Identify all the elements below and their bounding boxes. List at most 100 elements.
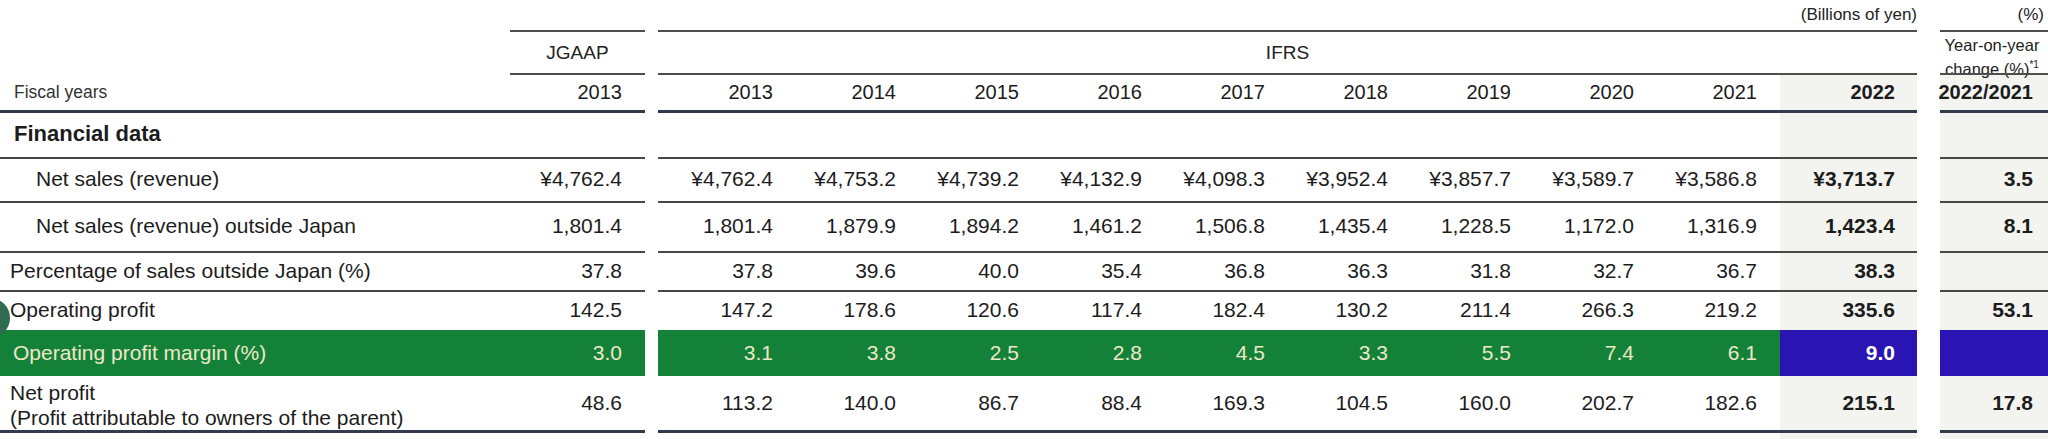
financial-data-table: (Billions of yen) (%) JGAAP IFRS Year-on…	[0, 0, 2048, 439]
ifrs-value: 1,879.9	[826, 201, 896, 251]
horizontal-rule	[0, 430, 645, 433]
ifrs-value: 6.1	[1728, 330, 1757, 376]
row-label: Operating profit margin (%)	[13, 330, 266, 376]
ifrs-value: 1,506.8	[1195, 201, 1265, 251]
value-2022: 38.3	[1854, 251, 1895, 290]
ifrs-value: 169.3	[1212, 376, 1265, 430]
jgaap-value: 142.5	[569, 290, 622, 330]
units-note-percent: (%)	[2018, 0, 2044, 30]
ifrs-value: 3.8	[867, 330, 896, 376]
ifrs-value: 219.2	[1704, 290, 1757, 330]
units-note-billions: (Billions of yen)	[1801, 0, 1917, 30]
jgaap-value: 37.8	[581, 251, 622, 290]
yoy-value: 3.5	[2004, 157, 2033, 201]
ifrs-year: 2017	[1221, 73, 1266, 111]
jgaap-value: ¥4,762.4	[540, 157, 622, 201]
ifrs-value: 5.5	[1482, 330, 1511, 376]
ifrs-value: 266.3	[1581, 290, 1634, 330]
jgaap-group-label: JGAAP	[510, 31, 645, 74]
row-label: Net sales (revenue) outside Japan	[36, 201, 356, 251]
ifrs-value: 3.3	[1359, 330, 1388, 376]
ifrs-year: 2021	[1713, 73, 1758, 111]
row-label-line1: Net profit	[10, 380, 403, 405]
row-label: Percentage of sales outside Japan (%)	[10, 251, 371, 290]
horizontal-rule	[510, 73, 645, 75]
ifrs-value: ¥4,098.3	[1183, 157, 1265, 201]
value-2022: 1,423.4	[1825, 201, 1895, 251]
ifrs-value: ¥3,586.8	[1675, 157, 1757, 201]
ifrs-value: 104.5	[1335, 376, 1388, 430]
yoy-label-line1: Year-on-year	[1945, 36, 2040, 54]
ifrs-value: 31.8	[1470, 251, 1511, 290]
ifrs-value: 1,435.4	[1318, 201, 1388, 251]
ifrs-year: 2014	[852, 73, 897, 111]
ifrs-value: 113.2	[722, 376, 773, 430]
ifrs-value: ¥3,857.7	[1429, 157, 1511, 201]
ifrs-value: 182.4	[1212, 290, 1265, 330]
jgaap-year: 2013	[578, 73, 623, 111]
yoy-value: 8.1	[2004, 201, 2033, 251]
ifrs-value: 1,228.5	[1441, 201, 1511, 251]
ifrs-value: ¥4,762.4	[691, 157, 773, 201]
section-title: Financial data	[14, 111, 161, 157]
ifrs-value: 36.3	[1347, 251, 1388, 290]
ifrs-value: 120.6	[966, 290, 1019, 330]
ifrs-year: 2019	[1467, 73, 1512, 111]
ifrs-value: 35.4	[1101, 251, 1142, 290]
table-row: Percentage of sales outside Japan (%) 37.…	[0, 251, 2048, 290]
table-row: Net sales (revenue) outside Japan 1,801.4…	[0, 201, 2048, 251]
ifrs-value: 1,894.2	[949, 201, 1019, 251]
ifrs-value: 40.0	[978, 251, 1019, 290]
table-row: Net sales (revenue)¥4,762.4¥4,762.4¥4,75…	[0, 157, 2048, 201]
ifrs-value: 88.4	[1101, 376, 1142, 430]
horizontal-rule	[1940, 110, 2048, 113]
ifrs-value: 86.7	[978, 376, 1019, 430]
row-label: Operating profit	[10, 290, 155, 330]
ifrs-value: ¥4,132.9	[1060, 157, 1142, 201]
ifrs-value: 2.8	[1113, 330, 1142, 376]
value-2022: 9.0	[1866, 330, 1895, 376]
horizontal-rule	[1940, 30, 2048, 32]
horizontal-rule	[0, 110, 645, 113]
table-row: Operating profit142.5147.2178.6120.6117.…	[0, 290, 2048, 330]
ifrs-value: 178.6	[843, 290, 896, 330]
horizontal-rule	[658, 30, 1917, 32]
ifrs-value: 147.2	[720, 290, 773, 330]
ifrs-value: 160.0	[1458, 376, 1511, 430]
ifrs-value: 3.1	[744, 330, 773, 376]
row-label-line2: (Profit attributable to owners of the pa…	[10, 405, 403, 430]
ifrs-value: ¥4,739.2	[937, 157, 1019, 201]
ifrs-value: 4.5	[1236, 330, 1265, 376]
ifrs-value: 1,172.0	[1564, 201, 1634, 251]
ifrs-year: 2022	[1851, 73, 1896, 111]
horizontal-rule	[658, 430, 1917, 433]
yoy-group-label: Year-on-year change (%)*1	[1936, 31, 2048, 79]
ifrs-value: ¥3,589.7	[1552, 157, 1634, 201]
ifrs-value: 36.7	[1716, 251, 1757, 290]
ifrs-value: 211.4	[1460, 290, 1511, 330]
yoy-footnote-mark: *1	[2029, 59, 2038, 70]
yoy-value: 17.8	[1992, 376, 2033, 430]
ifrs-year: 2013	[729, 73, 774, 111]
horizontal-rule	[510, 30, 645, 32]
ifrs-value: 182.6	[1704, 376, 1757, 430]
jgaap-value: 1,801.4	[552, 201, 622, 251]
ifrs-value: 39.6	[855, 251, 896, 290]
value-2022: ¥3,713.7	[1813, 157, 1895, 201]
value-2022: 215.1	[1842, 376, 1895, 430]
ifrs-value: 1,461.2	[1072, 201, 1142, 251]
jgaap-value: 48.6	[581, 376, 622, 430]
table-row: Operating profit margin (%)3.03.13.82.52…	[0, 330, 2048, 376]
value-2022: 335.6	[1842, 290, 1895, 330]
ifrs-value: 140.0	[843, 376, 896, 430]
yoy-value: 53.1	[1992, 290, 2033, 330]
ifrs-value: 36.8	[1224, 251, 1265, 290]
row-label: Net sales (revenue)	[36, 157, 219, 201]
ifrs-value: 130.2	[1335, 290, 1388, 330]
ifrs-group-label: IFRS	[658, 31, 1917, 74]
jgaap-value: 3.0	[593, 330, 622, 376]
ifrs-value: 37.8	[732, 251, 773, 290]
ifrs-value: 202.7	[1581, 376, 1634, 430]
ifrs-value: 32.7	[1593, 251, 1634, 290]
ifrs-value: 1,801.4	[703, 201, 773, 251]
